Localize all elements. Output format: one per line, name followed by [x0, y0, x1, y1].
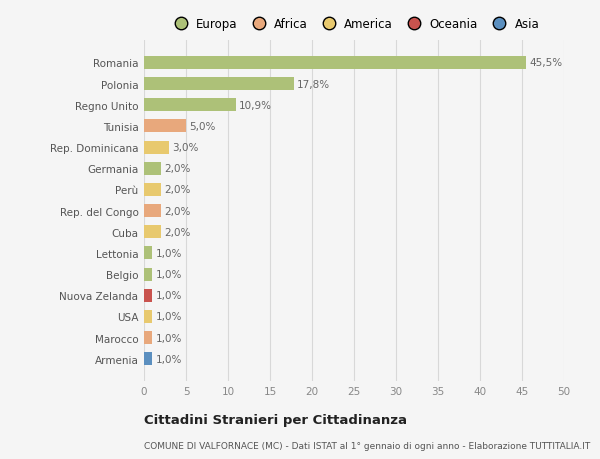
Bar — [144, 247, 152, 260]
Text: Cittadini Stranieri per Cittadinanza: Cittadini Stranieri per Cittadinanza — [144, 413, 407, 426]
Text: 1,0%: 1,0% — [156, 269, 182, 280]
Text: 10,9%: 10,9% — [239, 101, 272, 111]
Bar — [144, 268, 152, 281]
Text: 17,8%: 17,8% — [297, 79, 330, 90]
Bar — [144, 353, 152, 365]
Text: 3,0%: 3,0% — [173, 143, 199, 153]
Legend: Europa, Africa, America, Oceania, Asia: Europa, Africa, America, Oceania, Asia — [164, 13, 544, 36]
Bar — [144, 162, 161, 175]
Bar — [144, 331, 152, 344]
Bar — [144, 310, 152, 323]
Text: 2,0%: 2,0% — [164, 185, 191, 195]
Bar — [144, 57, 526, 70]
Bar — [144, 141, 169, 154]
Bar — [144, 99, 236, 112]
Text: 1,0%: 1,0% — [156, 312, 182, 322]
Bar — [144, 226, 161, 239]
Text: 2,0%: 2,0% — [164, 164, 191, 174]
Text: 45,5%: 45,5% — [530, 58, 563, 68]
Bar — [144, 205, 161, 218]
Text: COMUNE DI VALFORNACE (MC) - Dati ISTAT al 1° gennaio di ogni anno - Elaborazione: COMUNE DI VALFORNACE (MC) - Dati ISTAT a… — [144, 441, 590, 450]
Text: 5,0%: 5,0% — [190, 122, 216, 132]
Bar — [144, 120, 186, 133]
Text: 2,0%: 2,0% — [164, 227, 191, 237]
Text: 1,0%: 1,0% — [156, 291, 182, 301]
Bar — [144, 184, 161, 196]
Text: 1,0%: 1,0% — [156, 354, 182, 364]
Bar — [144, 289, 152, 302]
Text: 2,0%: 2,0% — [164, 206, 191, 216]
Bar — [144, 78, 293, 91]
Text: 1,0%: 1,0% — [156, 248, 182, 258]
Text: 1,0%: 1,0% — [156, 333, 182, 343]
